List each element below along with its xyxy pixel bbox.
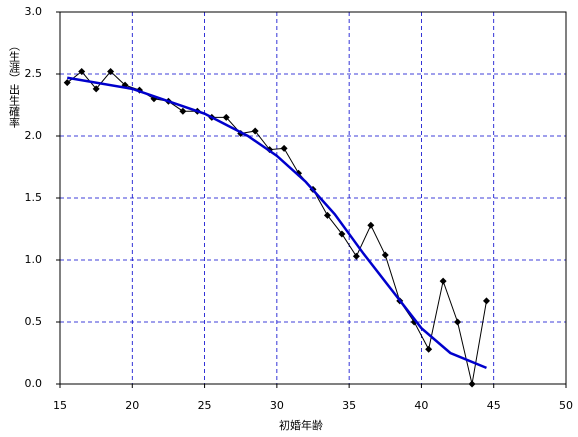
x-tick-label: 30 xyxy=(270,399,284,412)
x-tick-label: 35 xyxy=(342,399,356,412)
data-marker xyxy=(454,318,462,326)
y-tick-label: 3.0 xyxy=(25,5,43,18)
x-tick-label: 50 xyxy=(559,399,573,412)
data-marker xyxy=(107,68,115,76)
x-tick-label: 25 xyxy=(198,399,212,412)
data-marker xyxy=(323,211,331,219)
series-line xyxy=(67,76,487,370)
data-marker xyxy=(482,297,490,305)
data-marker xyxy=(439,277,447,285)
data-marker xyxy=(222,113,230,121)
data-marker xyxy=(92,85,100,93)
y-axis-label: （生涯）出生確率 xyxy=(8,40,21,129)
x-axis-label: 初婚年齢 xyxy=(279,418,323,432)
data-marker xyxy=(367,221,375,229)
y-tick-label: 1.0 xyxy=(25,253,43,266)
x-tick-label: 40 xyxy=(414,399,428,412)
y-tick-label: 2.0 xyxy=(25,129,43,142)
data-marker xyxy=(251,127,259,135)
data-marker xyxy=(280,144,288,152)
y-tick-label: 0.0 xyxy=(25,377,43,390)
data-marker xyxy=(179,107,187,115)
data-marker xyxy=(425,345,433,353)
y-tick-label: 0.5 xyxy=(25,315,43,328)
data-marker xyxy=(338,230,346,238)
x-tick-label: 20 xyxy=(125,399,139,412)
data-marker xyxy=(78,68,86,76)
y-tick-label: 2.5 xyxy=(25,67,43,80)
x-tick-label: 45 xyxy=(487,399,501,412)
y-tick-label: 1.5 xyxy=(25,191,43,204)
x-tick-label: 15 xyxy=(53,399,67,412)
plot-frame xyxy=(59,11,567,385)
data-marker xyxy=(381,251,389,259)
data-marker xyxy=(468,380,476,388)
data-marker xyxy=(63,79,71,87)
data-marker xyxy=(352,252,360,260)
